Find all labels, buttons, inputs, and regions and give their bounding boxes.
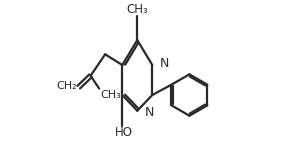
- Text: CH₂: CH₂: [57, 81, 77, 92]
- Text: N: N: [160, 57, 170, 70]
- Text: CH₃: CH₃: [100, 90, 121, 100]
- Text: CH₃: CH₃: [126, 3, 148, 16]
- Text: N: N: [145, 106, 155, 119]
- Text: HO: HO: [115, 126, 133, 140]
